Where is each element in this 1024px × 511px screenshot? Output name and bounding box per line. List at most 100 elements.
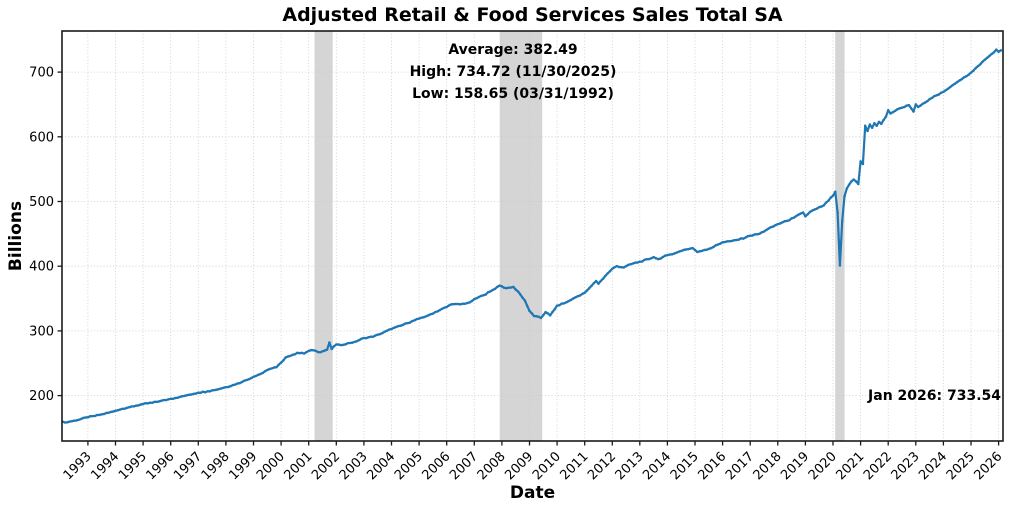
data-point (180, 395, 184, 398)
data-point (243, 379, 246, 382)
y-tick-label: 600 (29, 130, 54, 145)
data-point (339, 343, 343, 347)
data-point (68, 420, 71, 423)
data-point (578, 294, 582, 297)
data-point (606, 272, 609, 275)
data-point (337, 343, 340, 346)
data-point (328, 341, 331, 344)
data-point (728, 240, 731, 243)
data-point (891, 110, 895, 114)
data-point (574, 296, 577, 299)
data-point (898, 107, 901, 110)
data-point (369, 335, 373, 338)
data-point (70, 419, 74, 423)
data-point (325, 348, 329, 351)
data-point (443, 306, 446, 309)
stat-high: High: 734.72 (11/30/2025) (409, 64, 617, 80)
data-point (224, 385, 228, 389)
data-point (116, 409, 120, 412)
data-point (829, 196, 832, 199)
data-point (978, 63, 982, 66)
data-point (399, 324, 402, 327)
x-tick-label: 2011 (558, 449, 592, 483)
x-tick-label: 1997 (171, 449, 205, 483)
data-point (889, 112, 892, 115)
data-point (712, 245, 715, 249)
data-point (608, 270, 612, 273)
data-point (742, 237, 745, 240)
y-tick-label: 200 (29, 389, 54, 404)
data-point (739, 237, 743, 240)
y-tick-label: 300 (29, 324, 54, 339)
data-point (758, 232, 761, 236)
data-point (962, 76, 966, 79)
data-point (863, 124, 867, 128)
data-point (252, 375, 255, 379)
data-point (585, 289, 589, 292)
data-point (454, 302, 458, 306)
data-point (611, 267, 614, 271)
data-point (760, 231, 763, 234)
data-point (813, 208, 816, 211)
data-point (783, 219, 786, 223)
data-point (914, 103, 918, 106)
data-point (378, 332, 382, 336)
data-point (817, 205, 821, 209)
data-point (270, 367, 274, 370)
data-point (157, 400, 161, 403)
data-point (408, 321, 412, 324)
data-point (371, 335, 375, 338)
data-point (751, 234, 754, 237)
data-point (774, 223, 777, 227)
data-point (638, 260, 642, 263)
data-point (953, 82, 957, 85)
data-point (249, 376, 253, 380)
data-point (82, 416, 85, 420)
data-point (351, 341, 354, 344)
data-point (873, 121, 876, 125)
x-tick-label: 2018 (751, 449, 785, 483)
data-point (528, 309, 531, 313)
data-point (291, 353, 294, 357)
x-tick-label: 1995 (116, 449, 150, 483)
data-point (261, 371, 264, 375)
data-point (493, 287, 497, 291)
data-point (151, 401, 154, 404)
data-point (926, 99, 929, 103)
data-point (429, 312, 432, 316)
x-tick-label: 2014 (640, 449, 674, 483)
chart-title: Adjusted Retail & Food Services Sales To… (282, 4, 783, 26)
data-point (656, 257, 660, 261)
data-point (965, 74, 968, 78)
recession-band (835, 31, 845, 441)
data-point (990, 52, 993, 56)
data-point (716, 243, 720, 246)
data-point (344, 343, 347, 346)
data-point (788, 218, 791, 222)
data-point (130, 405, 133, 408)
data-point (705, 248, 708, 251)
data-point (77, 418, 80, 421)
data-point (525, 304, 529, 308)
data-point (381, 331, 384, 335)
data-point (581, 292, 584, 296)
x-tick-label: 1998 (199, 449, 233, 483)
data-point (806, 213, 809, 216)
data-point (321, 350, 324, 353)
data-point (822, 204, 826, 207)
data-point (696, 250, 699, 254)
data-point (132, 405, 136, 408)
data-point (546, 312, 550, 315)
data-point (857, 182, 860, 186)
x-tick-label: 2020 (806, 449, 840, 483)
data-point (102, 412, 106, 416)
data-point (436, 310, 439, 313)
data-point (427, 314, 430, 317)
data-point (206, 390, 209, 393)
data-point (794, 214, 798, 218)
data-point (769, 225, 773, 229)
data-point (831, 194, 835, 197)
data-point (785, 219, 789, 223)
data-point (229, 384, 232, 388)
data-point (176, 396, 179, 400)
